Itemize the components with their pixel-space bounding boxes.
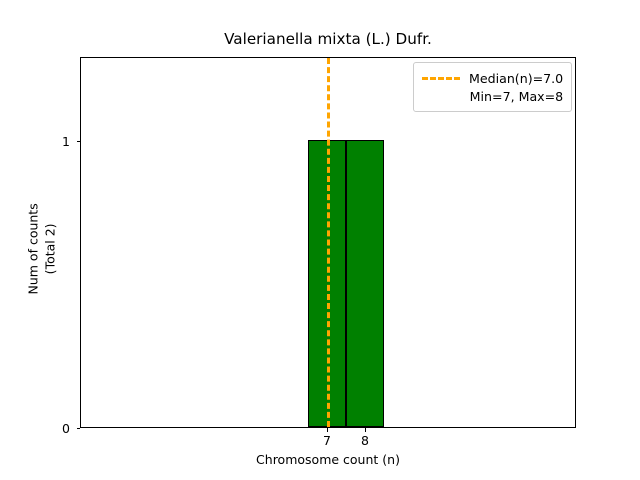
- chart-title: Valerianella mixta (L.) Dufr.: [224, 30, 432, 48]
- legend: Median(n)=7.0 Min=7, Max=8: [413, 62, 573, 112]
- xtick-label-8: 8: [361, 433, 369, 448]
- xtick-label-7: 7: [323, 433, 331, 448]
- plot-area: [80, 57, 576, 428]
- legend-item-median: Median(n)=7.0: [422, 69, 563, 87]
- ytick-mark-1: [76, 141, 80, 142]
- ytick-label-0: 0: [62, 421, 70, 436]
- legend-label-median: Median(n)=7.0: [469, 70, 564, 86]
- x-axis-label: Chromosome count (n): [256, 452, 400, 467]
- bar-8: [346, 140, 384, 427]
- legend-label-minmax: Min=7, Max=8: [469, 88, 564, 104]
- legend-item-minmax: Min=7, Max=8: [422, 87, 564, 105]
- median-line: [327, 58, 330, 427]
- xtick-mark-8: [365, 428, 366, 432]
- ytick-label-1: 1: [62, 134, 70, 149]
- dashed-line-icon: [422, 76, 460, 80]
- ytick-mark-0: [76, 428, 80, 429]
- y-axis-label-line-1: Num of counts: [25, 203, 41, 295]
- y-axis-label-line-2: (Total 2): [42, 223, 58, 275]
- xtick-mark-7: [327, 428, 328, 432]
- y-axis-label: Num of counts (Total 2): [26, 63, 60, 434]
